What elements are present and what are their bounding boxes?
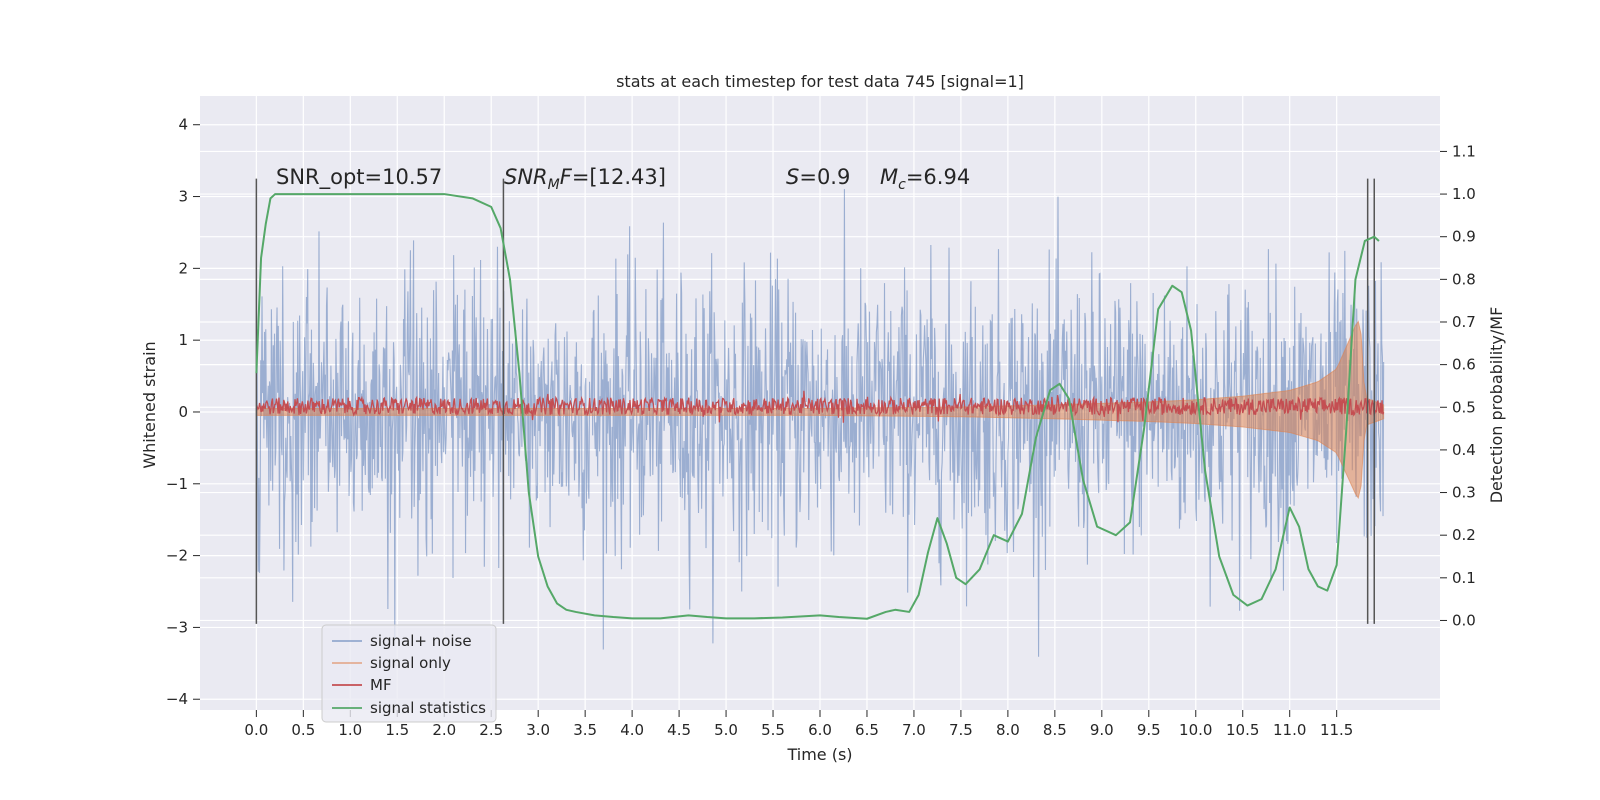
- x-tick-label: 5.0: [714, 721, 738, 739]
- x-tick-label: 10.0: [1179, 721, 1212, 739]
- x-tick-label: 4.5: [667, 721, 691, 739]
- x-tick-label: 1.0: [338, 721, 362, 739]
- x-tick-label: 10.5: [1226, 721, 1259, 739]
- y-tick-label: −3: [166, 618, 188, 636]
- x-tick-label: 9.0: [1090, 721, 1114, 739]
- chirp-mass-symbol: M: [880, 165, 898, 189]
- legend-label-signal-noise: signal+ noise: [370, 632, 472, 650]
- x-tick-label: 8.0: [996, 721, 1020, 739]
- annotation-snr-opt: SNR_opt=10.57: [276, 165, 442, 190]
- y-right-tick-label: 1.0: [1452, 185, 1476, 203]
- y-right-tick-label: 0.7: [1452, 313, 1476, 331]
- x-tick-label: 9.5: [1137, 721, 1161, 739]
- legend-label-signal-only: signal only: [370, 654, 451, 672]
- x-tick-label: 3.0: [526, 721, 550, 739]
- y-right-tick-label: 0.3: [1452, 484, 1476, 502]
- y-tick-label: 2: [178, 259, 188, 277]
- snr-mf-prefix: SNR: [504, 165, 548, 189]
- x-tick-label: 6.0: [808, 721, 832, 739]
- y-axis-label: Whitened strain: [140, 341, 159, 468]
- y-axis-left: 4 3 2 1 0 −1 −2 −3 −4: [166, 116, 200, 708]
- x-tick-label: 4.0: [620, 721, 644, 739]
- y-tick-label: −2: [166, 547, 188, 565]
- y-right-tick-label: 1.1: [1452, 142, 1476, 160]
- x-tick-label: 11.5: [1320, 721, 1353, 739]
- y-right-tick-label: 0.4: [1452, 441, 1476, 459]
- y-tick-label: −4: [166, 690, 188, 708]
- snr-mf-value: =[12.43]: [572, 165, 666, 189]
- y-tick-label: 0: [178, 403, 188, 421]
- x-tick-label: 0.5: [291, 721, 315, 739]
- mf-line: [255, 390, 1385, 423]
- legend-label-mf: MF: [370, 676, 392, 694]
- chirp-mass-value: =6.94: [906, 165, 970, 189]
- x-tick-label: 5.5: [761, 721, 785, 739]
- legend: signal+ noise signal only MF signal stat…: [321, 624, 497, 723]
- y-right-tick-label: 0.8: [1452, 270, 1476, 288]
- y-tick-label: 1: [178, 331, 188, 349]
- x-axis: 0.0 0.5 1.0 1.5 2.0 2.5 3.0 3.5 4.0 4.5 5.0 5.5 6.0 6…: [244, 710, 1353, 739]
- y-right-tick-label: 0.2: [1452, 526, 1476, 544]
- signal-noise-series: [255, 189, 1385, 657]
- x-tick-label: 6.5: [855, 721, 879, 739]
- x-tick-label: 2.0: [432, 721, 456, 739]
- snr-mf-subscript: M: [548, 177, 560, 193]
- signal-statistics-line: [255, 193, 1380, 620]
- signal-statistics-series: [255, 193, 1380, 620]
- x-tick-label: 7.0: [902, 721, 926, 739]
- y-axis-right: 1.1 1.0 0.9 0.8 0.7 0.6 0.5 0.4 0.3 0.2 0.1 0.0: [1440, 142, 1476, 629]
- legend-label-signal-statistics: signal statistics: [370, 699, 486, 717]
- chart-title: stats at each timestep for test data 745…: [616, 72, 1024, 91]
- spin-value: =0.9: [799, 165, 850, 189]
- vertical-lines: [255, 178, 1375, 624]
- snr-mf-f: F: [560, 165, 573, 189]
- x-tick-label: 7.5: [949, 721, 973, 739]
- mf-series: [255, 390, 1385, 423]
- legend-box: [321, 624, 497, 723]
- y-axis-right-label: Detection probability/MF: [1487, 307, 1506, 504]
- x-tick-label: 0.0: [244, 721, 268, 739]
- y-right-tick-label: 0.6: [1452, 356, 1476, 374]
- y-right-tick-label: 0.5: [1452, 398, 1476, 416]
- y-tick-label: −1: [166, 475, 188, 493]
- annotation-spin: S=0.9: [786, 165, 850, 189]
- x-tick-label: 11.0: [1273, 721, 1306, 739]
- x-tick-label: 1.5: [385, 721, 409, 739]
- x-tick-label: 2.5: [479, 721, 503, 739]
- x-axis-label: Time (s): [786, 745, 852, 764]
- spin-symbol: S: [786, 165, 799, 189]
- y-tick-label: 3: [178, 188, 188, 206]
- x-tick-label: 3.5: [573, 721, 597, 739]
- signal-noise-line: [255, 189, 1385, 657]
- annotation-chirp-mass: Mc=6.94: [880, 165, 970, 193]
- y-right-tick-label: 0.0: [1452, 611, 1476, 629]
- y-right-tick-label: 0.1: [1452, 569, 1476, 587]
- chirp-mass-subscript: c: [898, 177, 906, 193]
- y-tick-label: 4: [178, 116, 188, 134]
- x-tick-label: 8.5: [1043, 721, 1067, 739]
- annotation-snr-mf: SNRMF=[12.43]: [504, 165, 666, 193]
- y-right-tick-label: 0.9: [1452, 228, 1476, 246]
